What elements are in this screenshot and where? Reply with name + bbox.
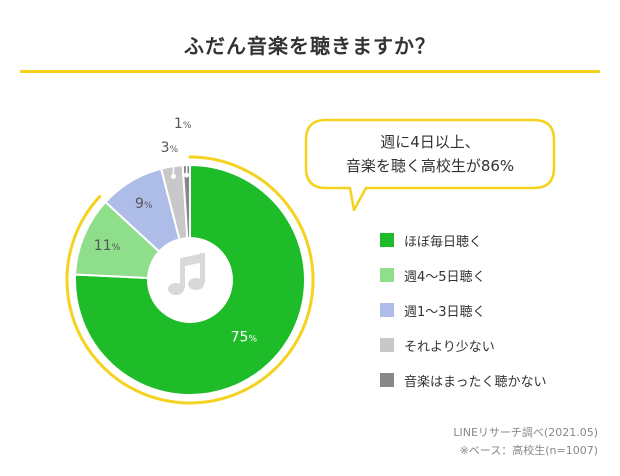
legend-swatch-0 <box>380 233 394 247</box>
legend-swatch-4 <box>380 373 394 387</box>
legend-item-0: ほぼ毎日聴く <box>380 230 482 250</box>
callout-line-1: 週に4日以上、 <box>380 133 480 151</box>
center-hole <box>147 237 233 323</box>
leader-dot-3 <box>170 173 176 179</box>
legend-label-1: 週4～5日聴く <box>404 269 486 285</box>
legend-swatch-1 <box>380 268 394 282</box>
title-underline <box>20 70 600 73</box>
legend-swatch-3 <box>380 338 394 352</box>
callout-border <box>304 118 556 212</box>
source-note: LINEリサーチ調べ(2021.05) ※ベース：高校生(n=1007) <box>453 424 598 460</box>
value-label-1: 11% <box>94 238 121 254</box>
legend-label-4: 音楽はまったく聴かない <box>404 374 547 390</box>
callout-line-2: 音楽を聴く高校生が86% <box>345 157 515 175</box>
legend-item-3: それより少ない <box>380 335 495 355</box>
pie-slice-0 <box>74 163 306 396</box>
leader-dot-4 <box>184 172 190 178</box>
legend-item-4: 音楽はまったく聴かない <box>380 370 546 390</box>
source-line-1: LINEリサーチ調べ(2021.05) <box>453 426 598 439</box>
value-label-3: 3% <box>161 140 179 156</box>
legend-label-3: それより少ない <box>404 339 495 355</box>
value-label-4: 1% <box>174 116 192 132</box>
legend-label-2: 週1～3日聴く <box>404 304 486 320</box>
source-line-2: ※ベース：高校生(n=1007) <box>459 444 598 457</box>
legend-item-2: 週1～3日聴く <box>380 300 486 320</box>
value-label-2: 9% <box>135 196 153 212</box>
legend-item-1: 週4～5日聴く <box>380 265 486 285</box>
value-label-0: 75% <box>231 329 258 345</box>
legend-swatch-2 <box>380 303 394 317</box>
music-note-icon <box>168 253 205 295</box>
callout-bubble: 週に4日以上、 音楽を聴く高校生が86% <box>304 118 556 212</box>
legend-label-0: ほぼ毎日聴く <box>404 234 483 250</box>
chart-title: ふだん音楽を聴きますか？ <box>184 34 436 58</box>
highlight-ring <box>65 155 315 405</box>
